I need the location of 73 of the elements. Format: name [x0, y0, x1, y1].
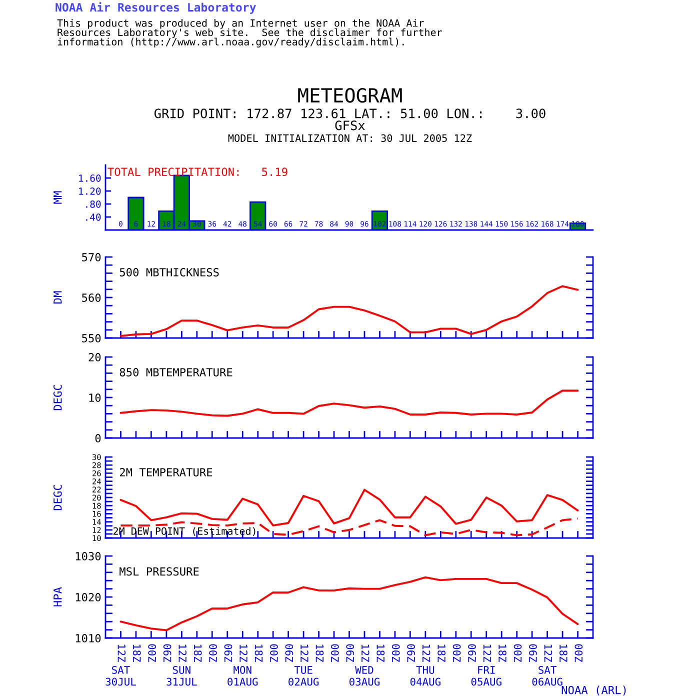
x-tick-label: 00Z [574, 644, 583, 662]
x-tick-label: 06Z [163, 644, 172, 662]
x-tick-label: 18Z [194, 644, 202, 662]
y-axis-title: DEGC [53, 384, 62, 410]
y-tick-label: 10 [89, 394, 101, 402]
y-tick-label: 20 [88, 353, 101, 362]
y-tick-label: .80 [86, 200, 101, 208]
line-series [120, 390, 579, 417]
x-tick-label: 18Z [316, 644, 324, 662]
text: METEOGRAM [298, 88, 402, 103]
x-tick-label: 12Z [362, 644, 370, 662]
line-series [120, 576, 579, 632]
x-tick-label: 00Z [209, 644, 217, 662]
x-tick-label: 12Z [422, 644, 430, 662]
x2-tick-label: MON 01AUG [228, 666, 258, 686]
x2-tick-label: THU 04AUG [410, 666, 440, 686]
x-tick-label: 00Z [392, 644, 400, 662]
y-axis-title: MM [54, 191, 62, 204]
text: GRID POINT: 172.87 123.61 LAT.: 51.00 LON.: 3.00 GFSx [154, 108, 546, 130]
x2-tick-label: TUE 02AUG [288, 666, 319, 686]
x-tick-label: 06Z [285, 644, 294, 662]
y-tick-label: 1030 [76, 552, 101, 560]
y-axis-title: DEGC [53, 484, 62, 510]
x2-tick-label: FRI 05AUG [471, 666, 502, 686]
text: MODEL INITIALIZATION AT: 30 JUL 2005 12Z [228, 134, 472, 142]
y-axis-title: HPA [54, 587, 62, 606]
x-tick-label: 12Z [178, 644, 186, 662]
x-tick-label: 06Z [224, 644, 232, 662]
chart-title: TOTAL PRECIPITATION: 5.19 [108, 168, 288, 176]
x-tick-label: 00Z [270, 644, 278, 662]
y-tick-label: .40 [86, 214, 101, 221]
y-axis-title: DM [54, 291, 62, 304]
x-tick-label: 18Z [438, 644, 446, 662]
y-tick-label: 1020 [76, 593, 101, 602]
x-tick-label: 00Z [452, 644, 461, 662]
y-tick-label: 550 [82, 334, 101, 342]
text: MSL PRESSURE [120, 567, 199, 576]
series-label: 2M DEW POINT (Estimated) [114, 527, 256, 536]
x-tick-label: 06Z [529, 644, 537, 662]
text: 500 MBTHICKNESS [120, 268, 219, 276]
x-tick-label: 00Z [514, 644, 522, 662]
line-series [120, 488, 579, 526]
x2-tick-label: WED 03AUG [349, 666, 380, 686]
text: This product was produced by an Internet user on the NOAA Air Resources Laboratory's web site. See the disclaimer for further information (http://www.arl.noaa.gov/ready/disclaim.html). [57, 19, 442, 48]
x-tick-label: 06Z [346, 644, 354, 662]
y-tick-label: 1010 [76, 634, 101, 642]
x2-tick-label: SAT 30JUL [106, 666, 136, 686]
x-tick-label: 18Z [559, 644, 568, 662]
text: 850 MBTEMPERATURE [120, 368, 232, 376]
text: NOAA (ARL) [562, 686, 626, 696]
text: NOAA Air Resources Laboratory [56, 2, 256, 14]
x-tick-label: 12Z [544, 644, 552, 662]
line-series [120, 285, 579, 337]
x-tick-label: 18Z [254, 644, 263, 662]
y-tick-label: 560 [82, 294, 101, 302]
y-tick-label: 570 [82, 253, 101, 262]
text: 2M TEMPERATURE [120, 468, 212, 476]
x-tick-label: 12Z [483, 644, 492, 662]
x-tick-label: 12Z [240, 644, 248, 662]
x-tick-label: 12Z [118, 644, 126, 662]
x-tick-label: 00Z [148, 644, 156, 662]
y-tick-label: 0 [95, 434, 101, 442]
x-tick-label: 06Z [468, 644, 476, 662]
y-tick-label: 1.20 [79, 188, 101, 195]
x-tick-label: 18Z [498, 644, 506, 662]
x-tick-label: 00Z [330, 644, 339, 662]
x-tick-label: 12Z [300, 644, 308, 662]
x-tick-label: 18Z [376, 644, 385, 662]
y-tick-label: 1.60 [79, 174, 101, 182]
x2-tick-label: SAT 06AUG [532, 666, 562, 686]
x-tick-label: 18Z [132, 644, 141, 662]
x2-tick-label: SUN 31JUL [166, 666, 197, 686]
x-tick-label: 06Z [407, 644, 416, 662]
